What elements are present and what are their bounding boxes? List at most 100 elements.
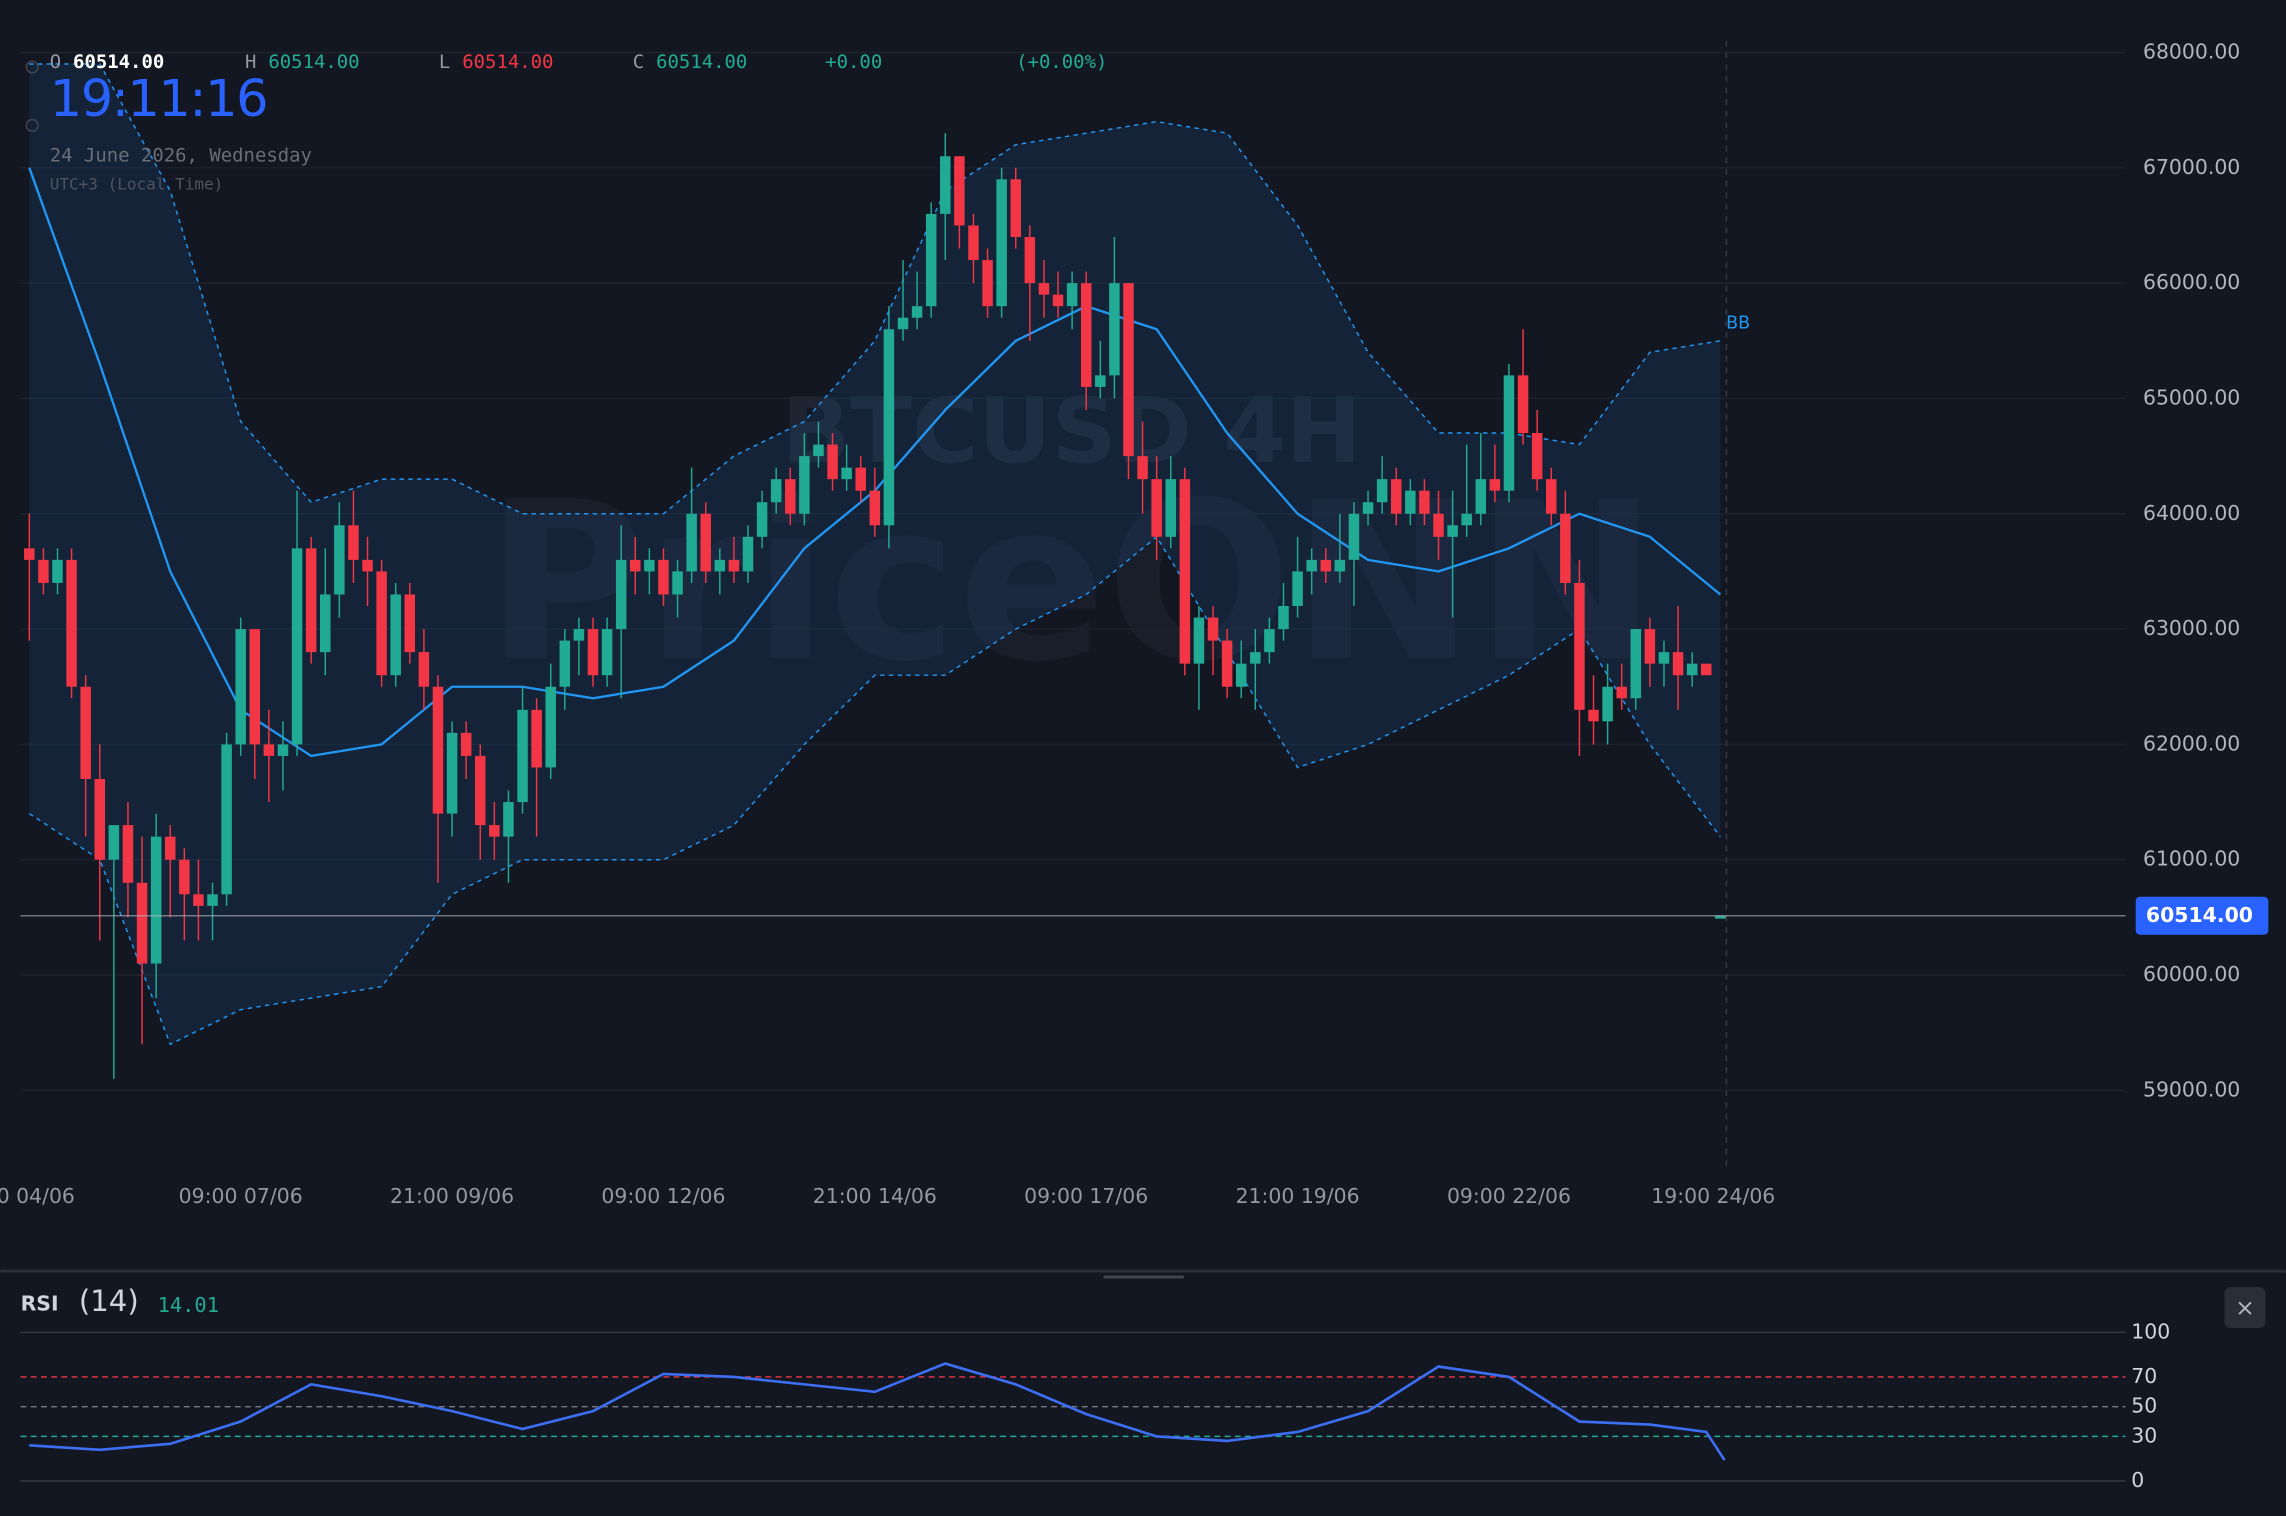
y-tick-label: 60000.00: [2143, 962, 2240, 986]
candle-body: [686, 513, 697, 572]
candle-body: [1123, 283, 1134, 457]
candle-body: [418, 652, 430, 687]
candle-body: [587, 629, 599, 676]
candle-body: [263, 744, 275, 756]
candle-body: [475, 755, 486, 826]
candle-body: [1362, 502, 1374, 514]
candle-body: [122, 825, 134, 883]
candle-body: [1235, 663, 1247, 687]
y-tick-label: 63000.00: [2143, 616, 2240, 640]
candle-body: [1193, 617, 1205, 664]
candle-body: [277, 744, 289, 756]
candle-body: [179, 859, 190, 895]
candle-body: [249, 629, 261, 745]
candle-body: [66, 559, 77, 687]
x-tick-label: 19:00 24/06: [1651, 1184, 1775, 1208]
candle-body: [1320, 559, 1332, 572]
candle-body: [446, 732, 458, 814]
candle-body: [1348, 513, 1360, 560]
candle-body: [334, 525, 345, 595]
candle-body: [1602, 686, 1613, 722]
candle-body: [1701, 663, 1712, 676]
candle-body: [1715, 915, 1726, 919]
x-tick-label: 09:00 22/06: [1447, 1184, 1571, 1208]
candle-body: [1545, 479, 1557, 514]
readout-key: O: [50, 51, 61, 73]
candle-body: [1221, 640, 1233, 687]
candle-body: [38, 559, 49, 583]
readout-key: H: [245, 51, 256, 73]
candle-body: [883, 329, 895, 526]
candle-body: [1334, 559, 1346, 572]
eye-icon[interactable]: [25, 60, 39, 74]
y-tick-label: 64000.00: [2143, 501, 2240, 525]
candle-body: [714, 559, 726, 572]
x-tick-label: 21:00 19/06: [1236, 1184, 1360, 1208]
candle-body: [1686, 663, 1698, 676]
candle-body: [1109, 283, 1120, 376]
candle-body: [813, 444, 824, 457]
candle-body: [305, 548, 317, 653]
readout-change: +0.00: [825, 51, 882, 73]
x-tick-label: 21:00 09/06: [390, 1184, 514, 1208]
band-lower: [28, 535, 1721, 1046]
candle-body: [1250, 652, 1261, 664]
last-price-tag: [2135, 896, 2269, 935]
rsi-title: RSI: [21, 1292, 59, 1316]
candle-body: [1306, 559, 1317, 572]
candle-body: [1207, 617, 1219, 641]
y-tick-label: 59000.00: [2143, 1077, 2240, 1101]
x-tick-label: 09:00 12/06: [601, 1184, 725, 1208]
candle-body: [968, 225, 979, 261]
eye-icon[interactable]: [25, 118, 39, 132]
candle-body: [855, 467, 866, 491]
candle-body: [1405, 490, 1416, 514]
x-tick-label: 09:00 07/06: [179, 1184, 303, 1208]
candle-body: [1489, 479, 1501, 491]
candle-body: [489, 825, 500, 837]
candle-body: [630, 559, 641, 572]
candle-body: [1616, 686, 1627, 699]
candle-body: [1644, 629, 1656, 664]
close-button-label[interactable]: ×: [2235, 1295, 2255, 1322]
rsi-value: 14.01: [158, 1293, 219, 1317]
candle-body: [841, 467, 852, 480]
candle-body: [404, 594, 416, 653]
rsi-tick-label: 70: [2131, 1364, 2157, 1388]
candle-body: [517, 709, 528, 803]
y-tick-label: 66000.00: [2143, 270, 2240, 294]
candle-body: [1080, 283, 1092, 387]
candle-body: [390, 594, 401, 676]
candle-body: [827, 444, 838, 480]
candle-body: [1095, 375, 1106, 387]
candle-body: [1151, 479, 1162, 537]
candle-body: [1066, 283, 1078, 307]
readout-change-pct: (+0.00%): [1016, 51, 1107, 73]
x-tick-label: 09:00 17/06: [1024, 1184, 1148, 1208]
candle-body: [785, 479, 796, 514]
candle-body: [319, 594, 331, 653]
y-tick-label: 68000.00: [2143, 39, 2240, 63]
close-button[interactable]: [2224, 1287, 2266, 1328]
candle-body: [770, 479, 782, 503]
candle-body: [1672, 652, 1684, 676]
candle-body: [1038, 283, 1050, 295]
candle-body: [1165, 479, 1177, 537]
candle-body: [700, 513, 711, 572]
candle-body: [658, 559, 669, 595]
readout-value: 60514.00: [73, 51, 164, 73]
candle-body: [1292, 571, 1303, 607]
candle-body: [545, 686, 556, 768]
candle-body: [1531, 433, 1543, 480]
candle-body: [80, 686, 91, 779]
candle-body: [1503, 375, 1515, 491]
rsi-line: [29, 1362, 1726, 1461]
rsi-period: (14): [79, 1284, 139, 1318]
readout-value: 60514.00: [656, 51, 747, 73]
candle-body: [150, 836, 162, 964]
candle-body: [362, 559, 373, 572]
candle-body: [940, 156, 951, 214]
candle-body: [615, 559, 627, 630]
